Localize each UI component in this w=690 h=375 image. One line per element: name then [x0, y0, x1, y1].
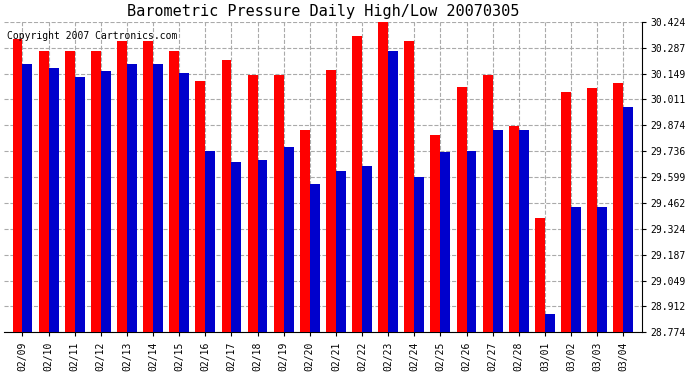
Bar — [153, 64, 163, 332]
Bar — [483, 75, 493, 332]
Bar — [587, 88, 597, 332]
Bar — [221, 60, 231, 332]
Bar — [179, 74, 189, 332]
Bar — [571, 207, 581, 332]
Bar — [362, 166, 372, 332]
Bar — [545, 314, 555, 332]
Text: Copyright 2007 Cartronics.com: Copyright 2007 Cartronics.com — [8, 31, 178, 41]
Bar — [466, 150, 477, 332]
Bar — [336, 171, 346, 332]
Bar — [274, 75, 284, 332]
Bar — [414, 177, 424, 332]
Bar — [75, 77, 85, 332]
Bar — [91, 51, 101, 332]
Bar — [326, 69, 336, 332]
Bar — [431, 135, 440, 332]
Bar — [623, 107, 633, 332]
Bar — [519, 130, 529, 332]
Bar — [127, 64, 137, 332]
Bar — [300, 130, 310, 332]
Bar — [257, 160, 268, 332]
Bar — [284, 147, 294, 332]
Bar — [65, 51, 75, 332]
Bar — [597, 207, 607, 332]
Bar — [561, 92, 571, 332]
Bar — [440, 152, 451, 332]
Bar — [169, 51, 179, 332]
Title: Barometric Pressure Daily High/Low 20070305: Barometric Pressure Daily High/Low 20070… — [127, 4, 519, 19]
Bar — [388, 51, 398, 332]
Bar — [378, 22, 388, 332]
Bar — [117, 41, 127, 332]
Bar — [231, 162, 241, 332]
Bar — [101, 71, 111, 332]
Bar — [12, 39, 23, 332]
Bar — [48, 68, 59, 332]
Bar — [206, 150, 215, 332]
Bar — [195, 81, 206, 332]
Bar — [509, 126, 519, 332]
Bar — [352, 36, 362, 332]
Bar — [535, 218, 545, 332]
Bar — [248, 75, 257, 332]
Bar — [613, 83, 623, 332]
Bar — [493, 130, 502, 332]
Bar — [143, 41, 153, 332]
Bar — [457, 87, 466, 332]
Bar — [404, 41, 414, 332]
Bar — [310, 184, 319, 332]
Bar — [39, 51, 48, 332]
Bar — [23, 64, 32, 332]
